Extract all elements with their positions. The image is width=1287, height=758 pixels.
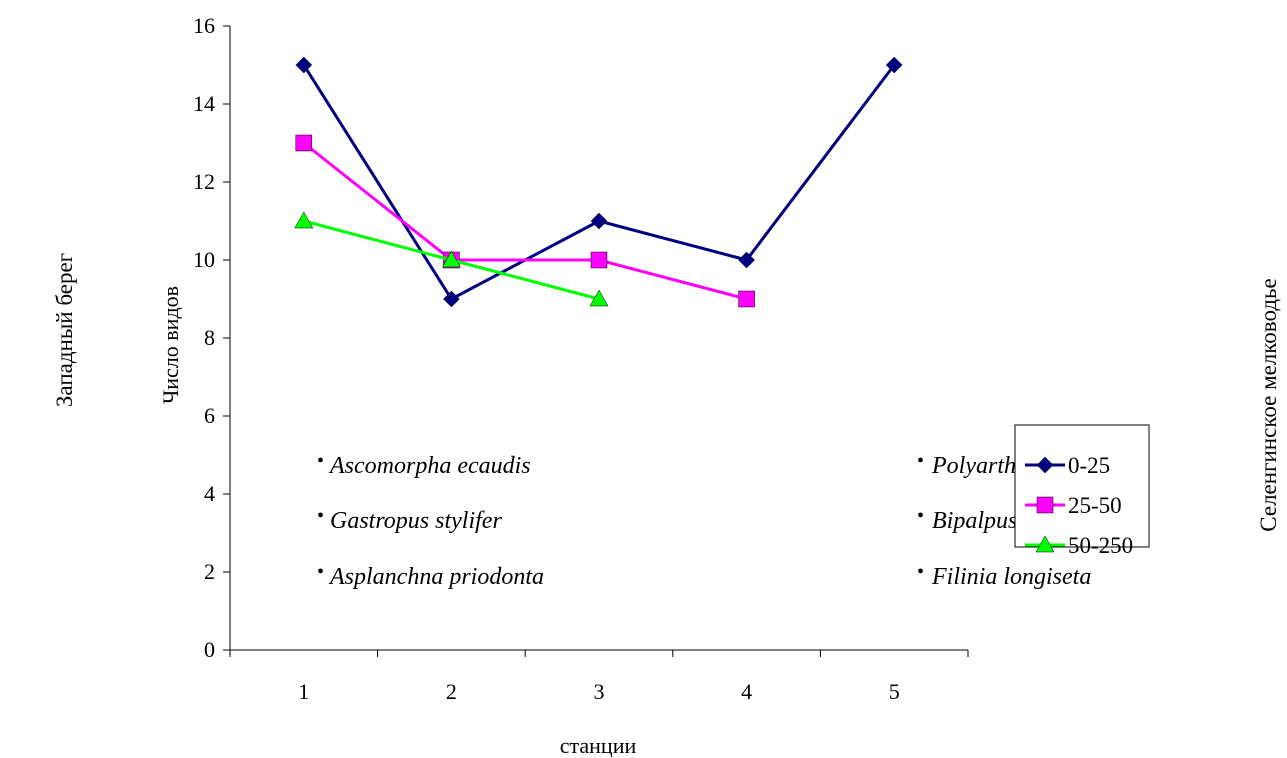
y-tick-label: 0: [204, 637, 215, 662]
series-layer: [294, 56, 903, 308]
data-point-0-25: [295, 56, 313, 74]
y-ticks: 0 2 4 6 8 10 12 14 16: [193, 13, 230, 662]
x-tick-label: 1: [298, 679, 309, 704]
x-tick-label: 2: [446, 679, 457, 704]
legend-label-0-25: 0-25: [1068, 453, 1110, 478]
species-label: Asplanchna priodonta: [328, 564, 544, 590]
legend-marker-25-50: [1036, 496, 1054, 514]
selenga-shallows-label: Селенгинское мелководье: [1256, 278, 1281, 532]
series-line-25-50: [302, 141, 747, 301]
axes: [229, 26, 968, 651]
species-bullet: •: [917, 450, 924, 472]
species-bullet: •: [917, 561, 924, 583]
data-point-25-50: [590, 251, 608, 269]
legend-label-25-50: 25-50: [1068, 493, 1122, 518]
y-axis-title: Число видов: [158, 286, 183, 404]
legend: 0-25 25-50 50-250: [1014, 424, 1150, 558]
legend-box: [1014, 424, 1150, 548]
legend-label-50-250: 50-250: [1068, 533, 1133, 558]
series-0-25: [295, 56, 903, 308]
y-tick-label: 2: [204, 559, 215, 584]
x-tick-label: 4: [741, 679, 752, 704]
y-tick-label: 4: [204, 481, 215, 506]
y-tick-label: 14: [193, 91, 215, 116]
data-point-50-250: [441, 250, 461, 268]
data-point-25-50: [738, 290, 755, 308]
y-tick-label: 8: [204, 325, 215, 350]
species-label: Filinia longiseta: [931, 564, 1091, 590]
y-tick-label: 6: [204, 403, 215, 428]
y-tick-label: 16: [193, 13, 215, 38]
species-label: Ascomorpha ecaudis: [328, 453, 531, 479]
data-point-0-25: [738, 251, 755, 269]
x-ticks: 1 2 3 4 5: [229, 650, 969, 704]
data-point-0-25: [443, 290, 460, 308]
species-bullet: •: [317, 561, 324, 583]
x-tick-label: 5: [889, 679, 900, 704]
species-bullet: •: [317, 450, 324, 472]
y-tick-label: 12: [193, 169, 215, 194]
species-bullet: •: [917, 505, 924, 527]
west-shore-label: Западный берег: [52, 253, 77, 407]
x-tick-label: 3: [594, 679, 605, 704]
x-axis-title: станции: [560, 733, 637, 758]
data-point-0-25: [885, 56, 903, 74]
data-point-50-250: [294, 211, 314, 229]
legend-marker-50-250: [1035, 535, 1055, 553]
y-tick-label: 10: [193, 247, 215, 272]
data-point-0-25: [590, 212, 608, 230]
data-point-50-250: [589, 289, 609, 307]
series-50-250: [294, 211, 609, 307]
species-label: Gastropus stylifer: [330, 508, 502, 534]
data-point-25-50: [295, 134, 313, 152]
legend-marker-0-25: [1036, 456, 1054, 474]
species-bullet: •: [317, 505, 324, 527]
